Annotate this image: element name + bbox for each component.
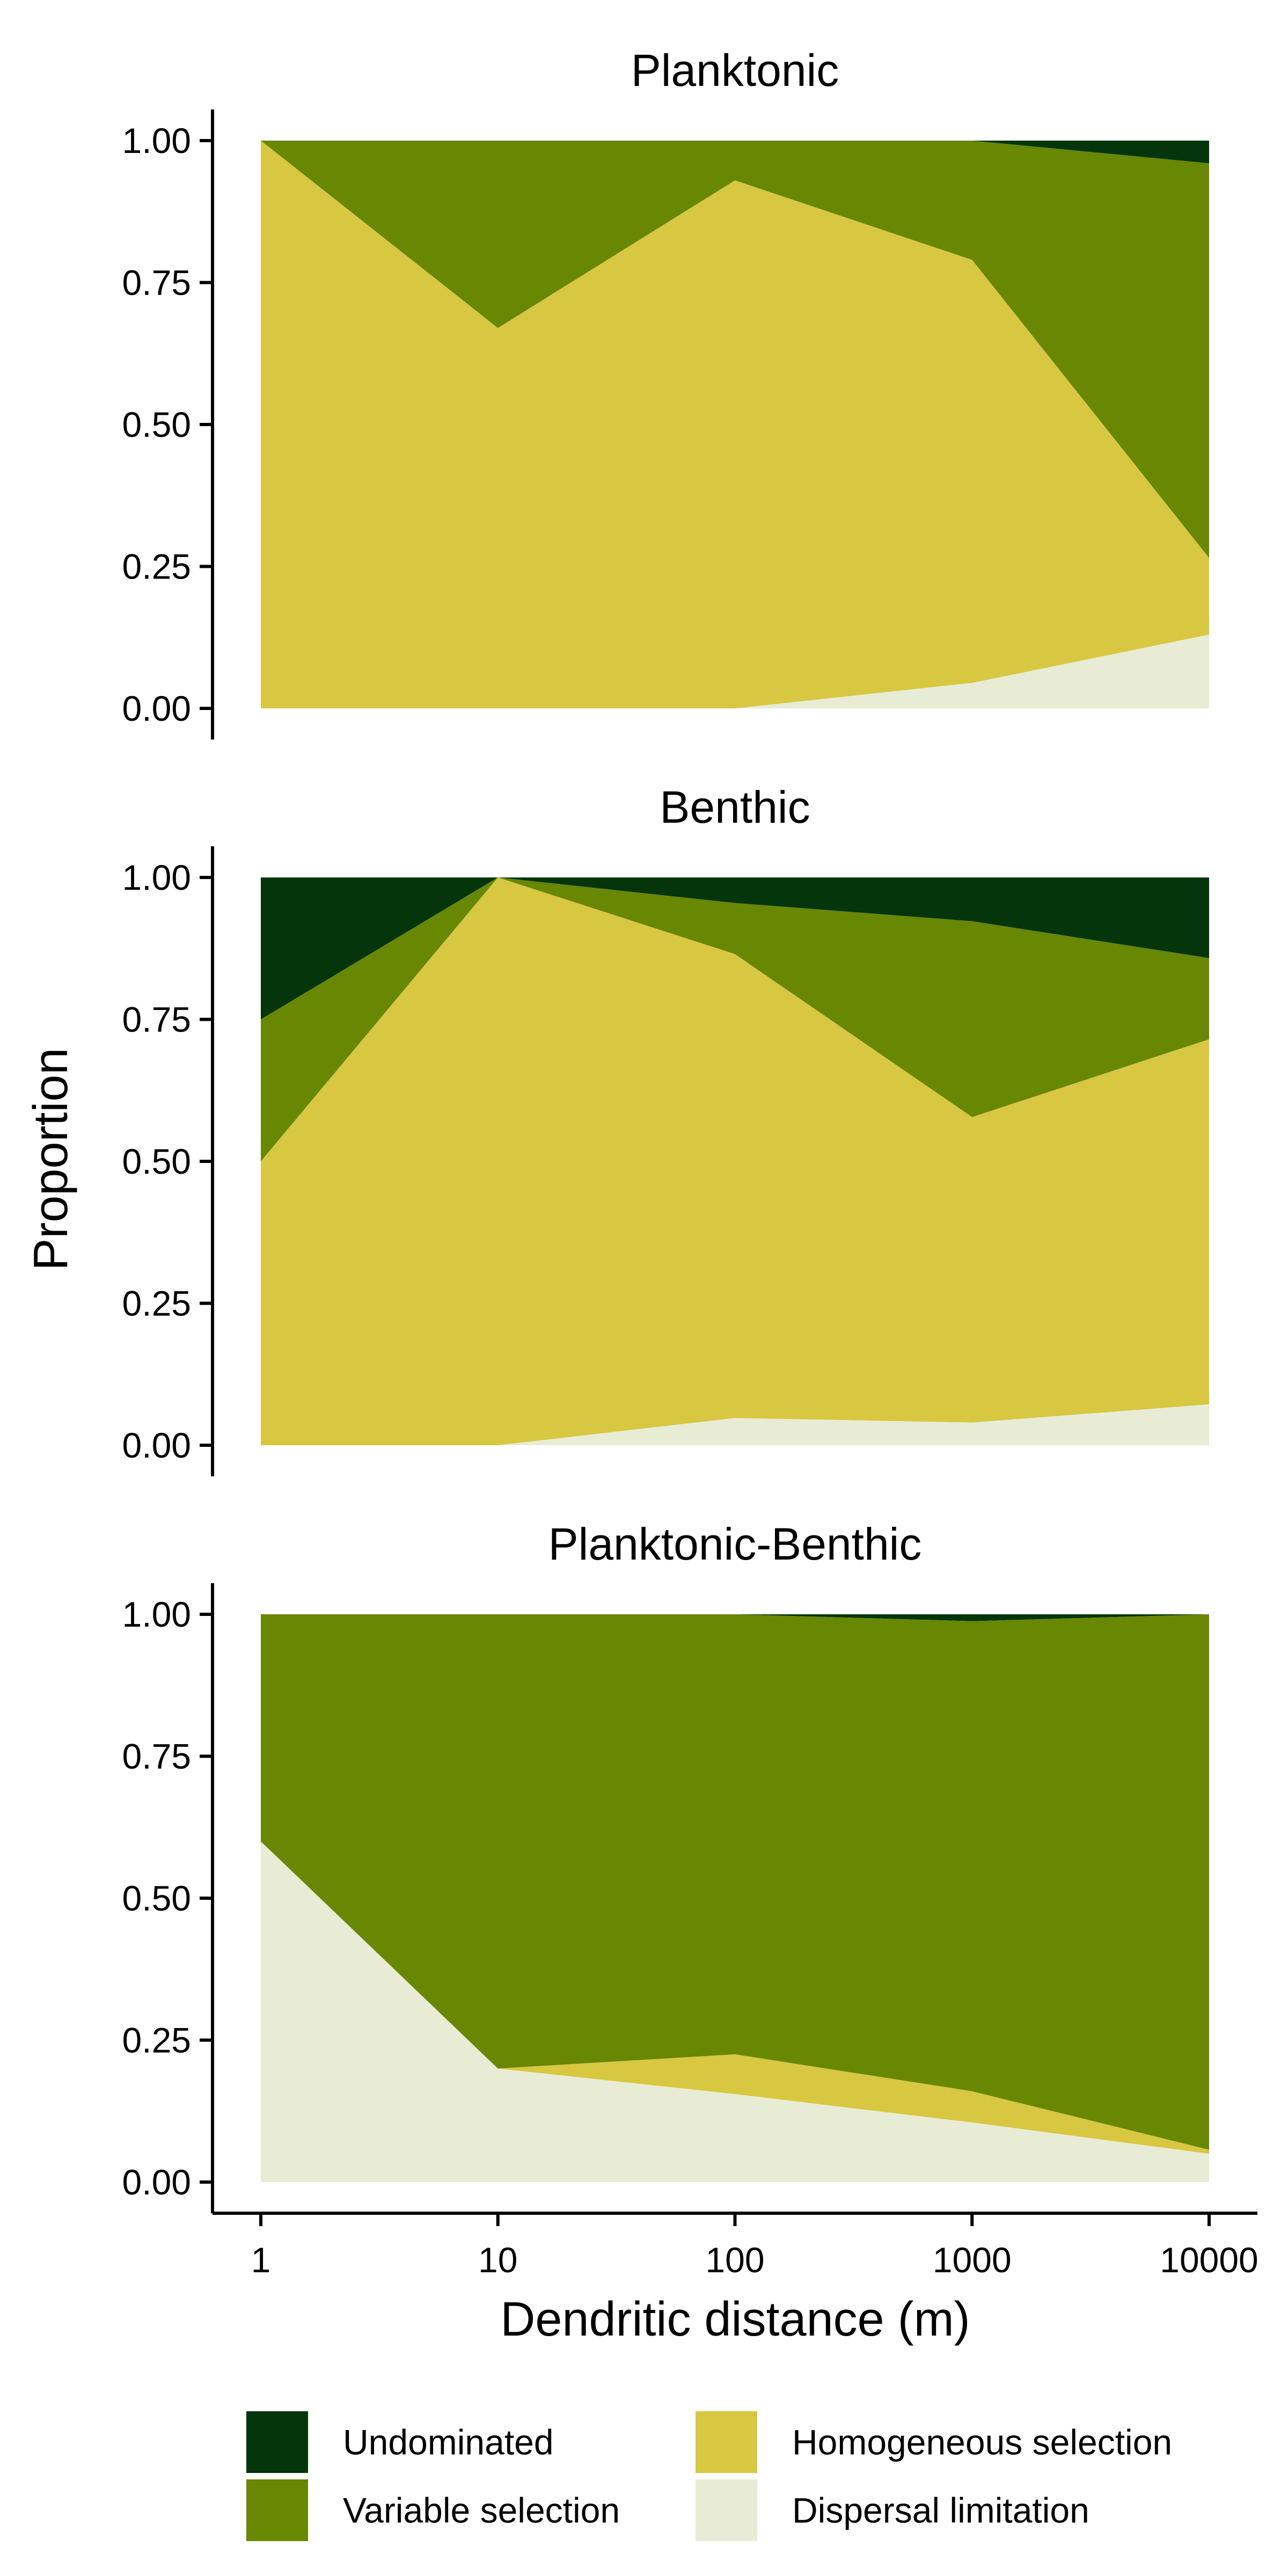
y-tick-label: 0.50 bbox=[122, 405, 191, 444]
legend-item-homogeneous-selection: Homogeneous selection bbox=[696, 2411, 1172, 2473]
area-benthic-variable-selection bbox=[261, 877, 1209, 1161]
legend-swatch bbox=[696, 2411, 757, 2473]
y-tick-label: 0.75 bbox=[122, 263, 191, 303]
panel-title: Benthic bbox=[660, 782, 810, 832]
legend-swatch bbox=[246, 2411, 308, 2473]
y-tick-label: 1.00 bbox=[122, 858, 191, 897]
x-tick-label: 10000 bbox=[1160, 2240, 1258, 2280]
x-tick-label: 1000 bbox=[933, 2240, 1012, 2280]
area-planktonic-benthic-dispersal-limitation bbox=[261, 1841, 1209, 2182]
y-tick-label: 0.25 bbox=[122, 547, 191, 587]
area-planktonic-dispersal-limitation bbox=[261, 634, 1209, 708]
area-benthic-dispersal-limitation bbox=[261, 1404, 1209, 1445]
legend-item-undominated: Undominated bbox=[246, 2411, 554, 2473]
x-tick-label: 1 bbox=[251, 2240, 271, 2280]
area-planktonic-benthic-variable-selection bbox=[261, 1614, 1209, 2150]
area-planktonic-benthic-undominated bbox=[261, 1614, 1209, 1621]
panel-title: Planktonic-Benthic bbox=[548, 1519, 922, 1569]
y-tick-label: 0.50 bbox=[122, 1141, 191, 1181]
chart-panels: Planktonic 0.00 0.25 0.50 0.75 1.00 Benthic 0.0… bbox=[122, 45, 1258, 2280]
area-planktonic-variable-selection bbox=[261, 141, 1209, 558]
area-planktonic-homogeneous-selection bbox=[261, 141, 1209, 708]
legend-label: Homogeneous selection bbox=[792, 2423, 1172, 2462]
area-benthic-undominated bbox=[261, 877, 1209, 1020]
y-tick-label: 0.00 bbox=[122, 1425, 191, 1465]
y-axis-title: Proportion bbox=[24, 1048, 78, 1270]
x-axis-title: Dendritic distance (m) bbox=[500, 2293, 970, 2346]
legend-item-variable-selection: Variable selection bbox=[246, 2479, 620, 2541]
legend-label: Dispersal limitation bbox=[792, 2491, 1089, 2530]
y-tick-label: 0.25 bbox=[122, 1284, 191, 1323]
y-tick-label: 0.50 bbox=[122, 1878, 191, 1918]
area-planktonic-undominated bbox=[261, 141, 1209, 164]
x-tick-label: 10 bbox=[478, 2240, 517, 2280]
legend-swatch bbox=[246, 2479, 308, 2541]
panel-title: Planktonic bbox=[631, 45, 839, 96]
y-tick-label: 0.00 bbox=[122, 2162, 191, 2202]
panel-benthic: Benthic 0.00 0.25 0.50 0.75 1.00 bbox=[122, 782, 1209, 1476]
y-tick-label: 0.25 bbox=[122, 2021, 191, 2060]
x-tick-label: 100 bbox=[705, 2240, 764, 2280]
area-benthic-homogeneous-selection bbox=[261, 877, 1209, 1445]
panel-planktonic: Planktonic 0.00 0.25 0.50 0.75 1.00 bbox=[122, 45, 1209, 740]
legend-label: Undominated bbox=[343, 2423, 554, 2462]
y-tick-label: 0.00 bbox=[122, 689, 191, 728]
y-tick-label: 0.75 bbox=[122, 1737, 191, 1776]
y-tick-label: 0.75 bbox=[122, 1000, 191, 1040]
chart-legend: Undominated Variable selection Homogeneous… bbox=[246, 2411, 1172, 2541]
y-tick-label: 1.00 bbox=[122, 121, 191, 160]
panel-planktonic-benthic: Planktonic-Benthic 0.00 0.25 0.50 0.75 1.00 1 1… bbox=[122, 1519, 1258, 2280]
legend-item-dispersal-limitation: Dispersal limitation bbox=[696, 2479, 1089, 2541]
legend-swatch bbox=[696, 2479, 757, 2541]
y-tick-label: 1.00 bbox=[122, 1594, 191, 1634]
area-planktonic-benthic-homogeneous-selection bbox=[261, 1841, 1209, 2154]
legend-label: Variable selection bbox=[343, 2491, 620, 2530]
